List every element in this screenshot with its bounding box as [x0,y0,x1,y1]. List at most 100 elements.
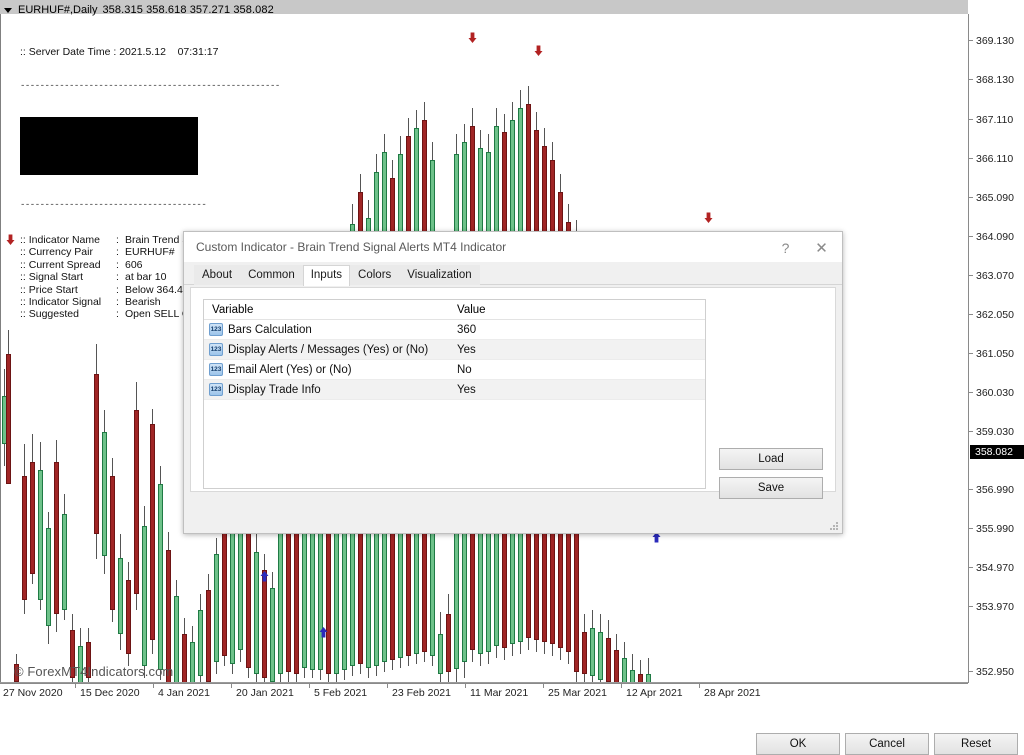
candlestick [614,14,619,683]
table-row[interactable]: 123 Display Trade Info Yes [204,380,705,400]
candle-body [598,632,603,680]
dialog-tabstrip[interactable]: About Common Inputs Colors Visualization [184,265,842,286]
info-row-sep: : [116,246,119,259]
candle-body [254,552,259,674]
load-button[interactable]: Load [719,448,823,470]
time-tick-mark [387,684,388,688]
candle-body [134,410,139,594]
time-scale-axis[interactable]: 27 Nov 2020 15 Dec 2020 4 Jan 2021 20 Jan 2… [0,683,968,703]
time-tick-label: 12 Apr 2021 [626,687,683,699]
ok-button[interactable]: OK [756,733,840,755]
candle-body [262,570,267,678]
price-tick-label: 363.070 [976,270,1014,282]
tab-visualization[interactable]: Visualization [399,265,480,285]
inputs-grid[interactable]: Variable Value 123 Bars Calculation 360 123… [203,299,706,489]
variable-value[interactable]: 360 [457,324,477,336]
candlestick [438,14,443,683]
price-tick-mark [969,236,973,237]
info-row-key: :: Currency Pair [20,246,93,259]
variable-name: Email Alert (Yes) or (No) [228,364,352,376]
candle-body [214,554,219,662]
triangle-down-icon[interactable] [4,7,12,13]
price-tick-label: 368.130 [976,74,1014,86]
candlestick [214,14,219,683]
candle-body [126,580,131,654]
table-row[interactable]: 123 Display Alerts / Messages (Yes) or (N… [204,340,705,360]
time-tick-label: 25 Mar 2021 [548,687,607,699]
time-tick: 15 Dec 2020 [75,684,140,702]
help-icon[interactable]: ? [781,239,790,256]
candle-body [174,596,179,683]
price-scale-axis[interactable]: 369.130 368.130 367.110 366.110 365.090 364.0… [968,14,1024,683]
reset-button[interactable]: Reset [934,733,1018,755]
variable-value[interactable]: No [457,364,472,376]
time-tick-label: 23 Feb 2021 [392,687,451,699]
candle-body [182,634,187,683]
info-row-sep: : [116,308,119,321]
table-row[interactable]: 123 Bars Calculation 360 [204,320,705,340]
price-tick-label: 359.030 [976,426,1014,438]
candle-body [102,432,107,556]
grid-body[interactable]: 123 Bars Calculation 360 123 Display Alerts … [204,320,705,400]
time-tick-mark [153,684,154,688]
candlestick [86,14,91,683]
time-tick: 28 Apr 2021 [699,684,761,702]
time-tick: 4 Jan 2021 [153,684,210,702]
candlestick [70,14,75,683]
time-tick: 5 Feb 2021 [309,684,367,702]
candle-body [70,630,75,678]
sell-signal-arrow-icon [468,32,477,43]
price-tick-label: 354.970 [976,562,1014,574]
candle-body [94,374,99,534]
candle-body [582,632,587,674]
price-tick-mark [969,671,973,672]
info-row-key: :: Suggested [20,308,79,321]
cancel-button[interactable]: Cancel [845,733,929,755]
time-tick-mark [231,684,232,688]
candle-body [198,610,203,676]
info-row-value: at bar 10 [125,271,167,284]
candlestick [150,14,155,683]
price-tick-mark [969,275,973,276]
candlestick [62,14,67,683]
tab-about[interactable]: About [194,265,241,285]
tab-common[interactable]: Common [240,265,303,285]
candlestick [582,14,587,683]
column-header-variable: Variable [212,304,254,316]
variable-name: Display Alerts / Messages (Yes) or (No) [228,344,429,356]
custom-indicator-dialog[interactable]: Custom Indicator - Brain Trend Signal Al… [183,231,1018,755]
close-icon[interactable]: ✕ [815,239,828,257]
candle-body [142,526,147,666]
price-tick-label: 369.130 [976,35,1014,47]
price-tick-mark [969,606,973,607]
variable-value[interactable]: Yes [457,384,476,396]
candle-body [590,628,595,676]
candlestick [166,14,171,683]
candlestick [118,14,123,683]
candlestick [270,14,275,683]
tab-colors[interactable]: Colors [350,265,400,285]
chart-comment-block: :: Server Date Time : 2021.5.12 07:31:17… [20,22,308,345]
resize-grip[interactable] [830,522,840,532]
variable-value[interactable]: Yes [457,344,476,356]
candlestick [54,14,59,683]
time-tick: 27 Nov 2020 [3,684,63,702]
save-button[interactable]: Save [719,477,823,499]
dialog-titlebar[interactable]: Custom Indicator - Brain Trend Signal Al… [184,232,842,263]
time-tick: 25 Mar 2021 [543,684,607,702]
candle-body [22,476,27,600]
candlestick [590,14,595,683]
grip-dot [830,528,832,530]
candle-body [622,658,627,683]
candle-body [110,476,115,610]
tab-inputs[interactable]: Inputs [302,265,351,286]
numeric-variable-icon: 123 [209,323,223,336]
table-row[interactable]: 123 Email Alert (Yes) or (No) No [204,360,705,380]
info-row-value: 606 [125,258,143,271]
time-tick-mark [465,684,466,688]
time-tick-mark [543,684,544,688]
candle-body [150,424,155,640]
info-row: :: Current Spread:606 [20,259,308,271]
candlestick [126,14,131,683]
candle-body [78,646,83,683]
